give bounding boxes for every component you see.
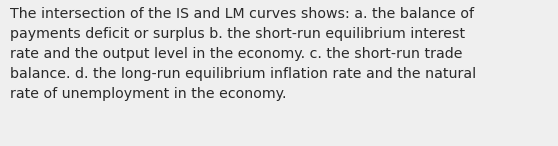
Text: The intersection of the IS and LM curves shows: a. the balance of
payments defic: The intersection of the IS and LM curves… — [10, 7, 476, 101]
